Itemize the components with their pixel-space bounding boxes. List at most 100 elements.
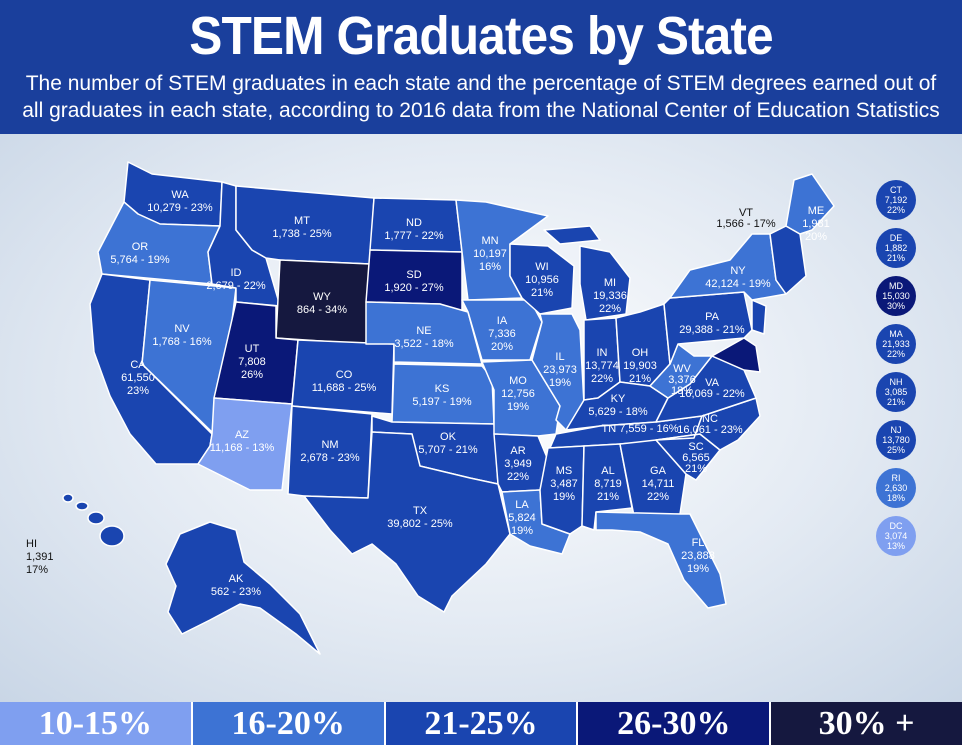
label-sc-line2: 6,565 bbox=[682, 452, 710, 464]
us-map: WA 10,279 - 23% OR 5,764 - 19% CA 61,550 23% NV… bbox=[0, 134, 962, 702]
label-al-line2: 8,719 bbox=[594, 478, 622, 490]
label-mo-line2: 12,756 bbox=[501, 388, 535, 400]
label-nv-line2: 1,768 - 16% bbox=[152, 336, 212, 348]
label-ia-line3: 20% bbox=[491, 341, 513, 353]
state-hi bbox=[62, 493, 125, 547]
label-wa-line2: 10,279 - 23% bbox=[147, 202, 213, 214]
label-ak-line1: AK bbox=[229, 573, 244, 585]
label-ut-line3: 26% bbox=[241, 369, 263, 381]
state-nj bbox=[751, 299, 767, 335]
label-in-line3: 22% bbox=[591, 373, 613, 385]
label-ia-line1: IA bbox=[497, 315, 508, 327]
label-ms-line3: 19% bbox=[553, 491, 575, 503]
label-mn-line3: 16% bbox=[479, 261, 501, 273]
small-state-abbr: RI bbox=[891, 473, 901, 483]
label-il-line2: 23,973 bbox=[543, 364, 577, 376]
state-il bbox=[531, 313, 585, 431]
small-state-count: 3,074 bbox=[884, 531, 908, 541]
small-state-de: DE 1,882 21% bbox=[876, 228, 916, 268]
label-fl-line1: FL bbox=[692, 537, 705, 549]
label-al-line1: AL bbox=[601, 465, 614, 477]
small-state-pct: 22% bbox=[886, 349, 905, 359]
state-ks bbox=[391, 363, 495, 425]
label-nm-line2: 2,678 - 23% bbox=[300, 452, 360, 464]
label-il-line3: 19% bbox=[549, 377, 571, 389]
label-sd-line1: SD bbox=[406, 269, 421, 281]
state-mi bbox=[543, 225, 631, 321]
label-az-line2: 11,168 - 13% bbox=[210, 442, 275, 454]
legend-bar: 10-15% 16-20% 21-25% 26-30% 30% + bbox=[0, 702, 962, 745]
label-wy-line2: 864 - 34% bbox=[297, 304, 347, 316]
label-fl-line3: 19% bbox=[687, 563, 709, 575]
label-wi-line1: WI bbox=[535, 261, 548, 273]
state-me bbox=[785, 173, 835, 235]
label-wy-line1: WY bbox=[313, 291, 331, 303]
label-ok-line1: OK bbox=[440, 431, 457, 443]
label-wi-line2: 10,956 bbox=[525, 274, 559, 286]
header-banner: STEM Graduates by State The number of ST… bbox=[0, 0, 962, 134]
label-ut-line1: UT bbox=[245, 343, 260, 355]
hi-pct: 17% bbox=[26, 564, 49, 576]
label-nm-line1: NM bbox=[321, 439, 338, 451]
small-state-abbr: DC bbox=[889, 521, 903, 531]
label-ks-line2: 5,197 - 19% bbox=[412, 396, 472, 408]
state-md bbox=[711, 337, 761, 373]
label-sd-line2: 1,920 - 27% bbox=[384, 282, 444, 294]
label-pa-line1: PA bbox=[705, 311, 720, 323]
small-state-nj: NJ 13,780 25% bbox=[876, 420, 916, 460]
small-state-count: 2,630 bbox=[884, 483, 908, 493]
state-ms bbox=[539, 445, 585, 535]
small-state-abbr: MD bbox=[889, 281, 903, 291]
state-ak bbox=[165, 521, 321, 655]
legend-26-30: 26-30% bbox=[578, 702, 772, 745]
label-ne-line2: 3,522 - 18% bbox=[394, 338, 454, 350]
label-mn-line1: MN bbox=[481, 235, 498, 247]
label-la-line3: 19% bbox=[511, 525, 533, 537]
small-state-count: 15,030 bbox=[882, 291, 910, 301]
small-state-nh: NH 3,085 21% bbox=[876, 372, 916, 412]
label-az-line1: AZ bbox=[235, 429, 249, 441]
small-state-pct: 22% bbox=[886, 205, 905, 215]
small-state-count: 3,085 bbox=[884, 387, 908, 397]
label-vt-line1: VT bbox=[739, 207, 753, 219]
label-al-line3: 21% bbox=[597, 491, 619, 503]
label-ga-line1: GA bbox=[650, 465, 667, 477]
label-nv-line1: NV bbox=[174, 323, 190, 335]
state-ga bbox=[619, 439, 687, 517]
label-tx-line1: TX bbox=[413, 505, 428, 517]
label-mn-line2: 10,197 bbox=[473, 248, 507, 260]
label-ny-line1: NY bbox=[730, 265, 746, 277]
label-mt-line2: 1,738 - 25% bbox=[272, 228, 332, 240]
small-state-pct: 25% bbox=[886, 445, 905, 455]
label-ms-line1: MS bbox=[556, 465, 573, 477]
label-nd-line1: ND bbox=[406, 217, 422, 229]
legend-30-plus: 30% + bbox=[771, 702, 962, 745]
small-state-count: 21,933 bbox=[882, 339, 910, 349]
hi-abbr: HI bbox=[26, 538, 37, 550]
legend-10-15: 10-15% bbox=[0, 702, 193, 745]
small-state-pct: 30% bbox=[886, 301, 905, 311]
label-ne-line1: NE bbox=[416, 325, 431, 337]
label-tn-line1: TN 7,559 - 16% bbox=[601, 423, 678, 435]
page-title: STEM Graduates by State bbox=[189, 6, 773, 66]
page-subtitle: The number of STEM graduates in each sta… bbox=[22, 72, 940, 122]
small-state-pct: 21% bbox=[886, 253, 905, 263]
label-ar-line2: 3,949 bbox=[504, 458, 532, 470]
label-ca-line1: CA bbox=[130, 359, 146, 371]
small-state-abbr: MA bbox=[889, 329, 903, 339]
label-ak-line2: 562 - 23% bbox=[211, 586, 261, 598]
label-ga-line3: 22% bbox=[647, 491, 669, 503]
small-state-pct: 18% bbox=[886, 493, 905, 503]
label-ar-line3: 22% bbox=[507, 471, 529, 483]
label-la-line2: 5,824 bbox=[508, 512, 536, 524]
label-ca-line3: 23% bbox=[127, 385, 149, 397]
hi-count: 1,391 bbox=[26, 551, 54, 563]
label-tx-line2: 39,802 - 25% bbox=[387, 518, 453, 530]
small-state-ma: MA 21,933 22% bbox=[876, 324, 916, 364]
label-oh-line2: 19,903 bbox=[623, 360, 657, 372]
label-vt-line2: 1,566 - 17% bbox=[716, 218, 776, 230]
legend-21-25: 21-25% bbox=[385, 702, 579, 745]
small-state-md: MD 15,030 30% bbox=[876, 276, 916, 316]
label-ky-line2: 5,629 - 18% bbox=[588, 406, 648, 418]
label-me-line2: 1,981 bbox=[802, 218, 830, 230]
